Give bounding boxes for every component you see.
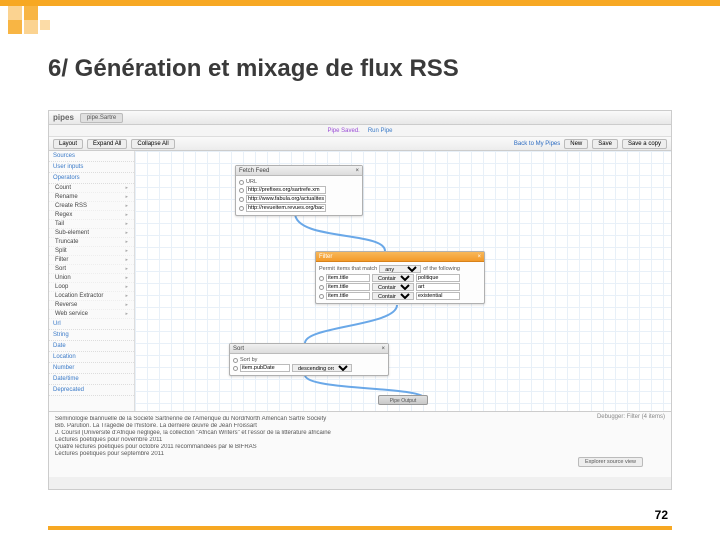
fetch-feed-node[interactable]: Fetch Feed× URL <box>235 165 363 216</box>
sidebar-header-sources[interactable]: Sources <box>49 151 134 162</box>
debug-line: Lectures poétiques pour novembre 2011 <box>55 437 665 443</box>
sidebar-header[interactable]: Url <box>49 319 134 330</box>
op-select[interactable]: Contains <box>372 283 414 291</box>
tab-layout[interactable]: Layout <box>53 139 83 149</box>
new-button[interactable]: New <box>564 139 588 149</box>
workspace: Sources User inputs Operators Count▸ Ren… <box>49 151 671 411</box>
page-number: 72 <box>655 508 668 522</box>
debugger-label: Debugger: Filter (4 items) <box>597 414 665 420</box>
toolbar: Layout Expand All Collapse All Back to M… <box>49 137 671 151</box>
filter-node[interactable]: Filter × Permit items that match any of t… <box>315 251 485 304</box>
sidebar-item[interactable]: Truncate▸ <box>49 238 134 247</box>
close-icon[interactable]: × <box>355 166 359 175</box>
sidebar-item[interactable]: Reverse▸ <box>49 301 134 310</box>
close-icon[interactable]: × <box>477 252 481 261</box>
slide-decoration <box>0 0 720 38</box>
sidebar-item[interactable]: Count▸ <box>49 184 134 193</box>
sidebar-header[interactable]: Number <box>49 363 134 374</box>
sidebar-header-operators[interactable]: Operators <box>49 173 134 184</box>
pipe-output-node[interactable]: Pipe Output <box>378 395 428 405</box>
debug-line: Séminologie biannuelle de la Société Sar… <box>55 416 665 422</box>
op-select[interactable]: Contains <box>372 292 414 300</box>
pipes-app: pipes pipe.Sartre Pipe Saved. Run Pipe L… <box>48 110 672 490</box>
val-input[interactable] <box>416 274 460 282</box>
sort-key-input[interactable] <box>240 364 290 372</box>
debug-line: Quatre lectures poétiques pour octobre 2… <box>55 444 665 450</box>
save-button[interactable]: Save <box>592 139 618 149</box>
filter-rule: Permit items that match any of the follo… <box>319 265 481 273</box>
url-input[interactable] <box>246 204 326 212</box>
app-logo: pipes <box>53 113 74 122</box>
close-icon[interactable]: × <box>381 344 385 353</box>
sidebar-header[interactable]: Location <box>49 352 134 363</box>
val-input[interactable] <box>416 283 460 291</box>
sidebar-header-inputs[interactable]: User inputs <box>49 162 134 173</box>
slide-bottom-bar <box>48 526 672 530</box>
sidebar-header[interactable]: String <box>49 330 134 341</box>
field-input[interactable] <box>326 292 370 300</box>
slide-title: 6/ Génération et mixage de flux RSS <box>48 55 459 83</box>
val-input[interactable] <box>416 292 460 300</box>
sidebar-item[interactable]: Rename▸ <box>49 193 134 202</box>
sort-order-select[interactable]: descending order <box>292 364 352 372</box>
sidebar-item[interactable]: Loop▸ <box>49 283 134 292</box>
status-saved: Pipe Saved. <box>327 128 359 134</box>
url-input[interactable] <box>246 186 326 194</box>
back-link[interactable]: Back to My Pipes <box>514 141 560 147</box>
url-input[interactable] <box>246 195 326 203</box>
node-title: Fetch Feed <box>239 166 269 175</box>
tab-expand[interactable]: Expand All <box>87 139 127 149</box>
rule-select[interactable]: any <box>379 265 421 273</box>
sidebar-item[interactable]: Location Extractor▸ <box>49 292 134 301</box>
op-select[interactable]: Contains <box>372 274 414 282</box>
tab-collapse[interactable]: Collapse All <box>131 139 174 149</box>
field-input[interactable] <box>326 274 370 282</box>
sidebar-item[interactable]: Split▸ <box>49 247 134 256</box>
sidebar-item[interactable]: Union▸ <box>49 274 134 283</box>
sidebar-header[interactable]: Date/time <box>49 374 134 385</box>
sort-node[interactable]: Sort× Sort by descending order <box>229 343 389 376</box>
debug-line: Bib. Parution. La Tragédie de l'histoire… <box>55 423 665 429</box>
sidebar-item[interactable]: Filter▸ <box>49 256 134 265</box>
field-input[interactable] <box>326 283 370 291</box>
sidebar-item[interactable]: Web service▸ <box>49 310 134 319</box>
node-title: Filter <box>319 252 332 261</box>
explorer-button[interactable]: Explorer source view <box>578 457 643 467</box>
sidebar-item[interactable]: Sort▸ <box>49 265 134 274</box>
status-bar: Pipe Saved. Run Pipe <box>49 125 671 137</box>
save-copy-button[interactable]: Save a copy <box>622 139 667 149</box>
document-tab[interactable]: pipe.Sartre <box>80 113 123 123</box>
sidebar-header[interactable]: Deprecated <box>49 385 134 396</box>
module-sidebar: Sources User inputs Operators Count▸ Ren… <box>49 151 135 411</box>
sidebar-item[interactable]: Regex▸ <box>49 211 134 220</box>
node-title: Sort <box>233 344 244 353</box>
debug-line: Lectures poétiques pour septembre 2011 <box>55 451 665 457</box>
debug-line: J. Coursil (Université d'Afrique négligé… <box>55 430 665 436</box>
sidebar-item[interactable]: Tail▸ <box>49 220 134 229</box>
run-pipe-link[interactable]: Run Pipe <box>368 128 393 134</box>
debugger-pane: Debugger: Filter (4 items) Séminologie b… <box>49 411 671 477</box>
sidebar-item[interactable]: Create RSS▸ <box>49 202 134 211</box>
sidebar-item[interactable]: Sub-element▸ <box>49 229 134 238</box>
app-titlebar: pipes pipe.Sartre <box>49 111 671 125</box>
sidebar-header[interactable]: Date <box>49 341 134 352</box>
pipe-canvas[interactable]: Fetch Feed× URL Filter× Permit items tha… <box>135 151 671 411</box>
